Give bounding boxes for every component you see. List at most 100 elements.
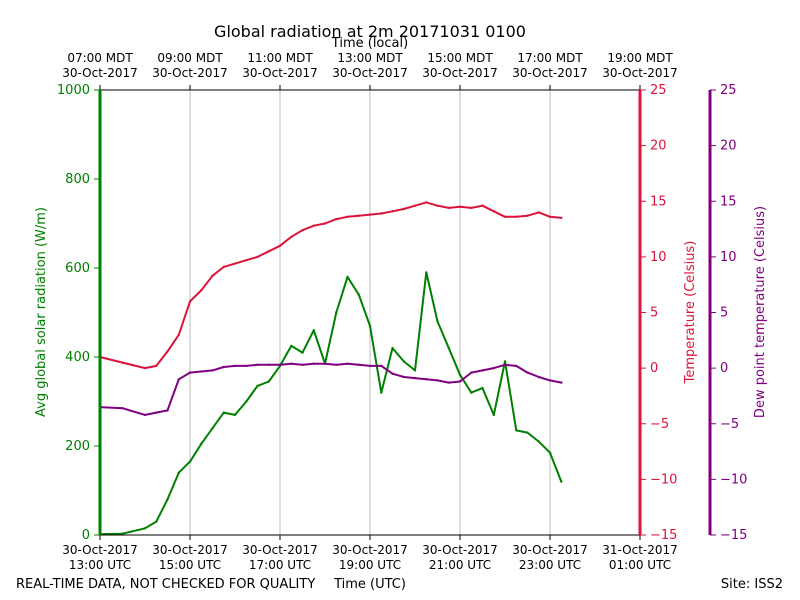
data-point-left (492, 413, 495, 417)
data-point-right_2 (560, 381, 563, 384)
data-point-left (413, 369, 417, 372)
y-left-tick-label: 1000 (57, 83, 90, 98)
data-point-right_2 (166, 409, 169, 412)
data-point-right_1 (166, 350, 169, 353)
data-point-right_1 (402, 207, 405, 211)
y-right-temperature-tick-label: 25 (650, 83, 667, 98)
y-right-temperature-tick-label: −15 (650, 528, 677, 543)
data-point-left (143, 527, 147, 530)
data-point-right_1 (470, 206, 473, 210)
series-line-left (99, 271, 563, 536)
data-point-left (436, 320, 439, 323)
data-point-left (335, 311, 338, 314)
y-right-dewpoint-tick-label: −15 (720, 528, 747, 543)
data-point-right_2 (380, 364, 383, 368)
data-point-right_1 (121, 361, 124, 364)
data-point-right_2 (402, 375, 405, 379)
y-right-dewpoint-tick-label: 0 (720, 361, 728, 376)
data-point-right_2 (267, 363, 270, 366)
data-point-right_1 (312, 224, 315, 227)
data-point-right_2 (143, 413, 147, 417)
series-group (98, 201, 563, 536)
y-right-dewpoint-tick-label: −5 (720, 417, 739, 432)
data-point-right_2 (312, 362, 315, 365)
data-point-left (391, 346, 394, 350)
data-point-left (245, 400, 248, 403)
data-point-right_1 (481, 204, 484, 207)
data-point-right_2 (301, 363, 304, 366)
data-point-right_1 (301, 229, 304, 232)
x-tick-label-date: 30-Oct-2017 (332, 543, 408, 557)
data-point-right_1 (155, 364, 158, 368)
data-point-right_2 (391, 372, 394, 375)
data-point-left (211, 427, 214, 430)
data-point-right_2 (458, 380, 462, 383)
data-point-right_1 (211, 274, 214, 277)
data-point-right_1 (357, 214, 360, 217)
data-point-left (357, 293, 360, 296)
data-point-right_2 (211, 369, 214, 372)
data-point-right_2 (290, 362, 293, 365)
data-point-left (380, 391, 383, 394)
y-right-dewpoint-tick-label: 15 (720, 194, 737, 209)
y-right-temperature-tick-label: 0 (650, 361, 658, 376)
data-point-right_2 (425, 378, 428, 381)
data-point-right_2 (335, 363, 338, 366)
data-point-right_1 (447, 206, 450, 210)
x-tick-label-time: 01:00 UTC (609, 558, 671, 572)
data-point-right_2 (413, 376, 417, 380)
top-tick-label-time: 11:00 MDT (247, 51, 313, 65)
data-point-left (458, 373, 462, 376)
right-axis-1-label: Temperature (Celsius) (683, 241, 698, 385)
data-point-left (537, 440, 540, 443)
top-tick-label-time: 07:00 MDT (67, 51, 133, 65)
series-line-right_1 (99, 201, 562, 370)
data-point-right_1 (256, 255, 259, 259)
top-axis-label: Time (local) (331, 36, 408, 51)
top-tick-label-time: 13:00 MDT (337, 51, 403, 65)
data-point-right_1 (503, 215, 507, 218)
x-tick-label-time: 15:00 UTC (159, 558, 221, 572)
top-tick-label-date: 30-Oct-2017 (422, 66, 498, 80)
data-point-right_1 (245, 259, 248, 262)
data-point-left (515, 429, 518, 432)
y-right-temperature-tick-label: 5 (650, 306, 658, 321)
data-point-right_1 (278, 244, 282, 247)
top-tick-label-time: 19:00 MDT (607, 51, 673, 65)
data-point-right_1 (222, 265, 225, 269)
data-point-right_2 (537, 375, 540, 379)
data-point-right_2 (155, 411, 158, 414)
data-point-left (548, 451, 552, 454)
data-point-right_2 (481, 369, 484, 372)
y-right-dewpoint-tick-label: 25 (720, 83, 737, 98)
data-point-left (166, 498, 169, 501)
data-point-right_2 (346, 362, 349, 365)
y-right-temperature-tick-label: 15 (650, 194, 667, 209)
top-tick-label-date: 30-Oct-2017 (62, 66, 138, 80)
x-tick-label-date: 30-Oct-2017 (422, 543, 498, 557)
data-point-left (368, 324, 372, 328)
data-point-left (290, 344, 293, 348)
data-point-right_2 (503, 363, 507, 366)
x-tick-label-date: 30-Oct-2017 (152, 543, 228, 557)
site-label: Site: ISS2 (721, 577, 783, 592)
vertical-grid-lines (189, 90, 551, 535)
y-right-temperature-tick-label: 20 (650, 139, 667, 154)
top-tick-label-date: 30-Oct-2017 (152, 66, 228, 80)
data-point-right_1 (537, 211, 540, 214)
data-point-right_2 (200, 370, 203, 373)
data-point-right_2 (222, 365, 225, 369)
chart-title: Global radiation at 2m 20171031 0100 (214, 22, 526, 41)
right-axis-2-label: Dew point temperature (Celsius) (753, 206, 768, 418)
top-tick-label-date: 30-Oct-2017 (512, 66, 588, 80)
y-right-temperature-tick-label: 10 (650, 250, 667, 265)
y-left-tick-label: 200 (65, 439, 90, 454)
data-point-right_1 (548, 215, 552, 218)
y-right-dewpoint-tick-label: 20 (720, 139, 737, 154)
data-point-right_1 (143, 366, 147, 370)
data-point-right_1 (492, 210, 495, 213)
data-point-left (301, 351, 304, 354)
data-point-left (200, 442, 203, 445)
data-point-right_2 (492, 366, 495, 370)
data-point-left (267, 380, 270, 383)
